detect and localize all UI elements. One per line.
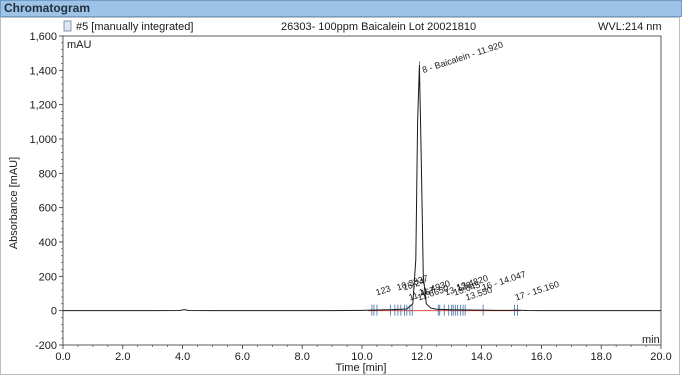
x-tick-label: 0.0	[55, 351, 70, 363]
peak-label: 16 - 14.047	[481, 269, 527, 293]
sample-label: #5 [manually integrated]	[76, 21, 193, 33]
x-tick-label: 10.0	[351, 351, 372, 363]
plot-area: -200 0 200 400 600 800 1,000 1,200 1,400 1,600 0.0…	[29, 31, 671, 363]
x-tick-label: 16.0	[531, 351, 552, 363]
y-tick-label: 600	[39, 203, 57, 215]
y-unit-label: mAU	[67, 39, 92, 51]
y-tick-label: 1,600	[29, 31, 57, 43]
chromatogram-trace	[63, 65, 661, 312]
x-unit-label: min	[642, 334, 660, 346]
y-tick-label: 1,000	[29, 134, 57, 146]
x-tick-label: 18.0	[590, 351, 611, 363]
x-tick-label: 4.0	[175, 351, 190, 363]
x-tick-label: 20.0	[650, 351, 671, 363]
peak-label: 17 - 15.160	[514, 279, 560, 303]
plot-border	[62, 35, 662, 346]
chromatogram-chart: #5 [manually integrated] 26303- 100ppm B…	[8, 20, 672, 374]
y-tick-label: 800	[39, 168, 57, 180]
y-tick-label: 1,200	[29, 100, 57, 112]
y-tick-label: 200	[39, 271, 57, 283]
chromatogram-panel: #5 [manually integrated] 26303- 100ppm B…	[0, 17, 680, 375]
x-tick-label: 14.0	[471, 351, 492, 363]
y-tick-label: 400	[39, 237, 57, 249]
sample-description: 26303- 100ppm Baicalein Lot 20021810	[281, 21, 476, 33]
y-tick-label: 1,400	[29, 65, 57, 77]
peak-label: 123	[374, 283, 391, 297]
wavelength-label: WVL:214 nm	[598, 21, 662, 33]
y-tick-label: 0	[51, 306, 57, 318]
peak-label: 8 - Baicalein - 11.920	[421, 39, 504, 75]
section-title: Chromatogram	[4, 1, 91, 15]
y-axis-title: Absorbance [mAU]	[8, 157, 20, 249]
sample-icon	[63, 20, 72, 32]
x-tick-label: 12.0	[411, 351, 432, 363]
section-header: Chromatogram	[0, 0, 682, 17]
x-tick-label: 8.0	[295, 351, 310, 363]
chart-header: #5 [manually integrated] 26303- 100ppm B…	[63, 20, 662, 33]
x-axis-title: Time [min]	[336, 362, 387, 374]
y-tick-label: -200	[35, 340, 57, 352]
x-tick-label: 2.0	[115, 351, 130, 363]
x-tick-label: 6.0	[235, 351, 250, 363]
